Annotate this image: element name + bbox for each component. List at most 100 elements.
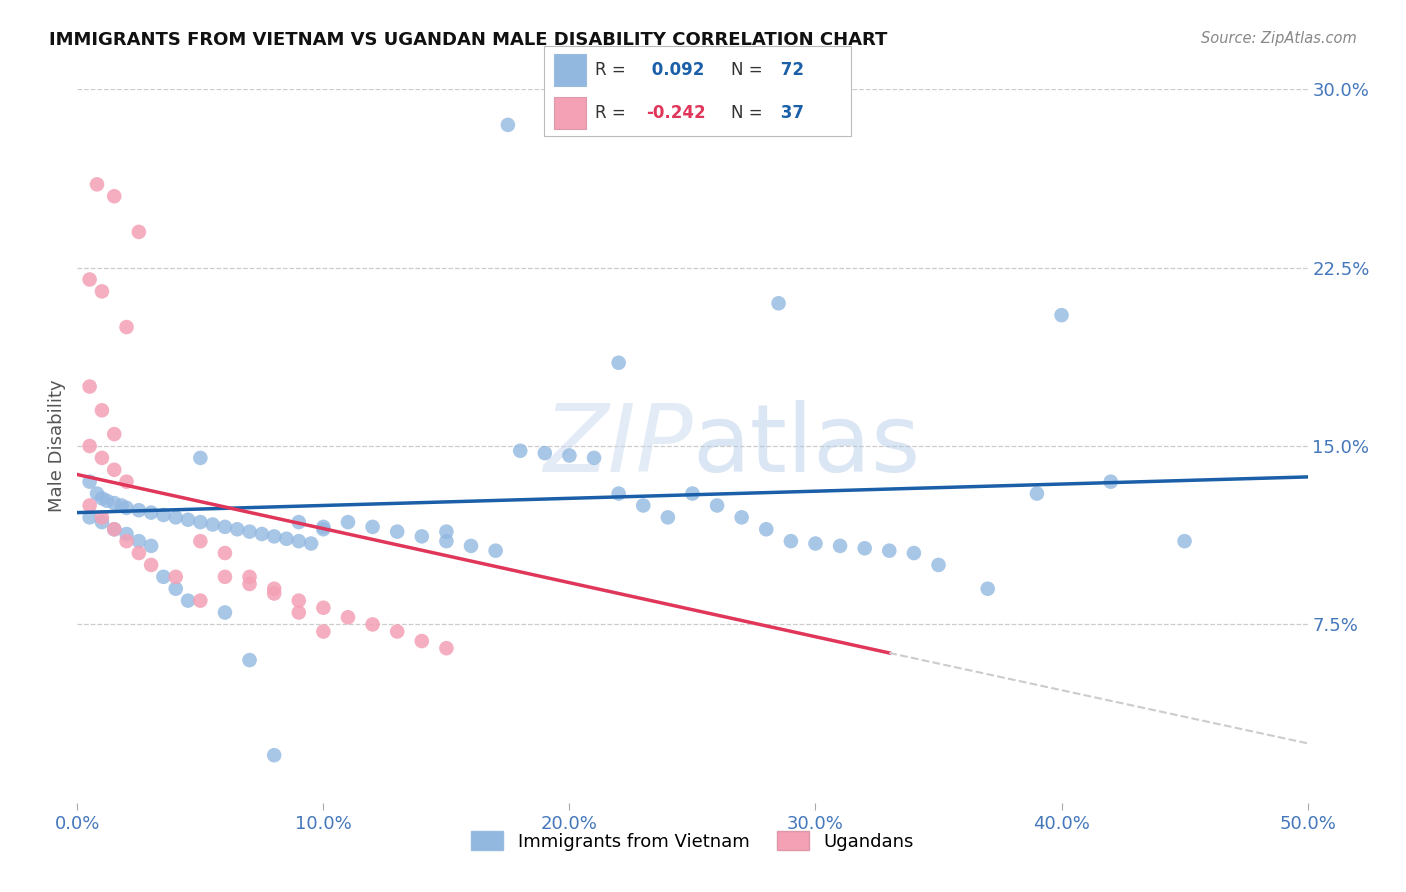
Point: [128, 225, 150, 239]
Point: [141, 539, 163, 553]
Point: [928, 558, 950, 572]
Point: [214, 546, 236, 560]
Point: [768, 296, 790, 310]
Point: [188, 534, 212, 549]
Text: ZIP: ZIP: [543, 401, 693, 491]
Point: [337, 515, 360, 529]
Point: [201, 517, 224, 532]
Point: [337, 610, 360, 624]
Point: [312, 600, 335, 615]
Text: R =: R =: [595, 61, 626, 78]
Point: [706, 499, 728, 513]
Point: [385, 524, 409, 539]
Point: [657, 510, 679, 524]
FancyBboxPatch shape: [554, 97, 586, 129]
Point: [436, 641, 458, 656]
Point: [103, 189, 125, 203]
Point: [103, 522, 125, 536]
Point: [128, 546, 150, 560]
Point: [312, 520, 335, 534]
Text: atlas: atlas: [693, 400, 921, 492]
Legend: Immigrants from Vietnam, Ugandans: Immigrants from Vietnam, Ugandans: [464, 824, 921, 858]
Point: [188, 450, 212, 465]
Point: [1174, 534, 1197, 549]
Point: [165, 570, 187, 584]
Point: [830, 539, 852, 553]
Text: Source: ZipAtlas.com: Source: ZipAtlas.com: [1201, 31, 1357, 46]
Point: [436, 534, 458, 549]
Point: [128, 503, 150, 517]
Point: [79, 379, 101, 393]
Point: [411, 529, 433, 543]
Point: [152, 570, 174, 584]
Point: [607, 486, 630, 500]
Point: [141, 506, 163, 520]
Point: [263, 748, 285, 763]
Point: [731, 510, 754, 524]
Point: [165, 582, 187, 596]
Point: [1099, 475, 1122, 489]
Point: [496, 118, 519, 132]
Point: [214, 606, 236, 620]
Point: [288, 593, 311, 607]
Point: [485, 543, 508, 558]
Point: [188, 593, 212, 607]
Point: [804, 536, 827, 550]
Point: [239, 577, 262, 591]
FancyBboxPatch shape: [544, 46, 852, 136]
Point: [263, 582, 285, 596]
Point: [607, 356, 630, 370]
Point: [128, 534, 150, 549]
Point: [853, 541, 876, 556]
Point: [299, 536, 322, 550]
Point: [633, 499, 655, 513]
Point: [177, 593, 200, 607]
Point: [96, 493, 118, 508]
Point: [879, 543, 901, 558]
FancyBboxPatch shape: [554, 54, 586, 86]
Point: [90, 285, 114, 299]
Point: [115, 534, 138, 549]
Point: [177, 513, 200, 527]
Point: [188, 515, 212, 529]
Point: [1026, 486, 1049, 500]
Point: [103, 427, 125, 442]
Point: [103, 463, 125, 477]
Point: [165, 510, 187, 524]
Point: [141, 558, 163, 572]
Point: [79, 475, 101, 489]
Point: [509, 443, 531, 458]
Point: [214, 520, 236, 534]
Point: [239, 570, 262, 584]
Point: [361, 520, 384, 534]
Point: [152, 508, 174, 522]
Text: N =: N =: [731, 104, 762, 122]
Text: 0.092: 0.092: [645, 61, 704, 78]
Text: R =: R =: [595, 104, 626, 122]
Point: [86, 486, 108, 500]
Point: [460, 539, 482, 553]
Point: [276, 532, 298, 546]
Point: [90, 510, 114, 524]
Point: [780, 534, 803, 549]
Point: [583, 450, 606, 465]
Text: N =: N =: [731, 61, 762, 78]
Point: [90, 515, 114, 529]
Point: [103, 522, 125, 536]
Point: [115, 527, 138, 541]
Point: [79, 499, 101, 513]
Point: [558, 449, 581, 463]
Point: [250, 527, 273, 541]
Point: [79, 272, 101, 286]
Point: [411, 634, 433, 648]
Point: [115, 320, 138, 334]
Point: [103, 496, 125, 510]
Point: [90, 403, 114, 417]
Point: [361, 617, 384, 632]
Point: [214, 570, 236, 584]
Point: [312, 522, 335, 536]
Point: [86, 178, 108, 192]
Point: [288, 515, 311, 529]
Point: [682, 486, 704, 500]
Y-axis label: Male Disability: Male Disability: [48, 380, 66, 512]
